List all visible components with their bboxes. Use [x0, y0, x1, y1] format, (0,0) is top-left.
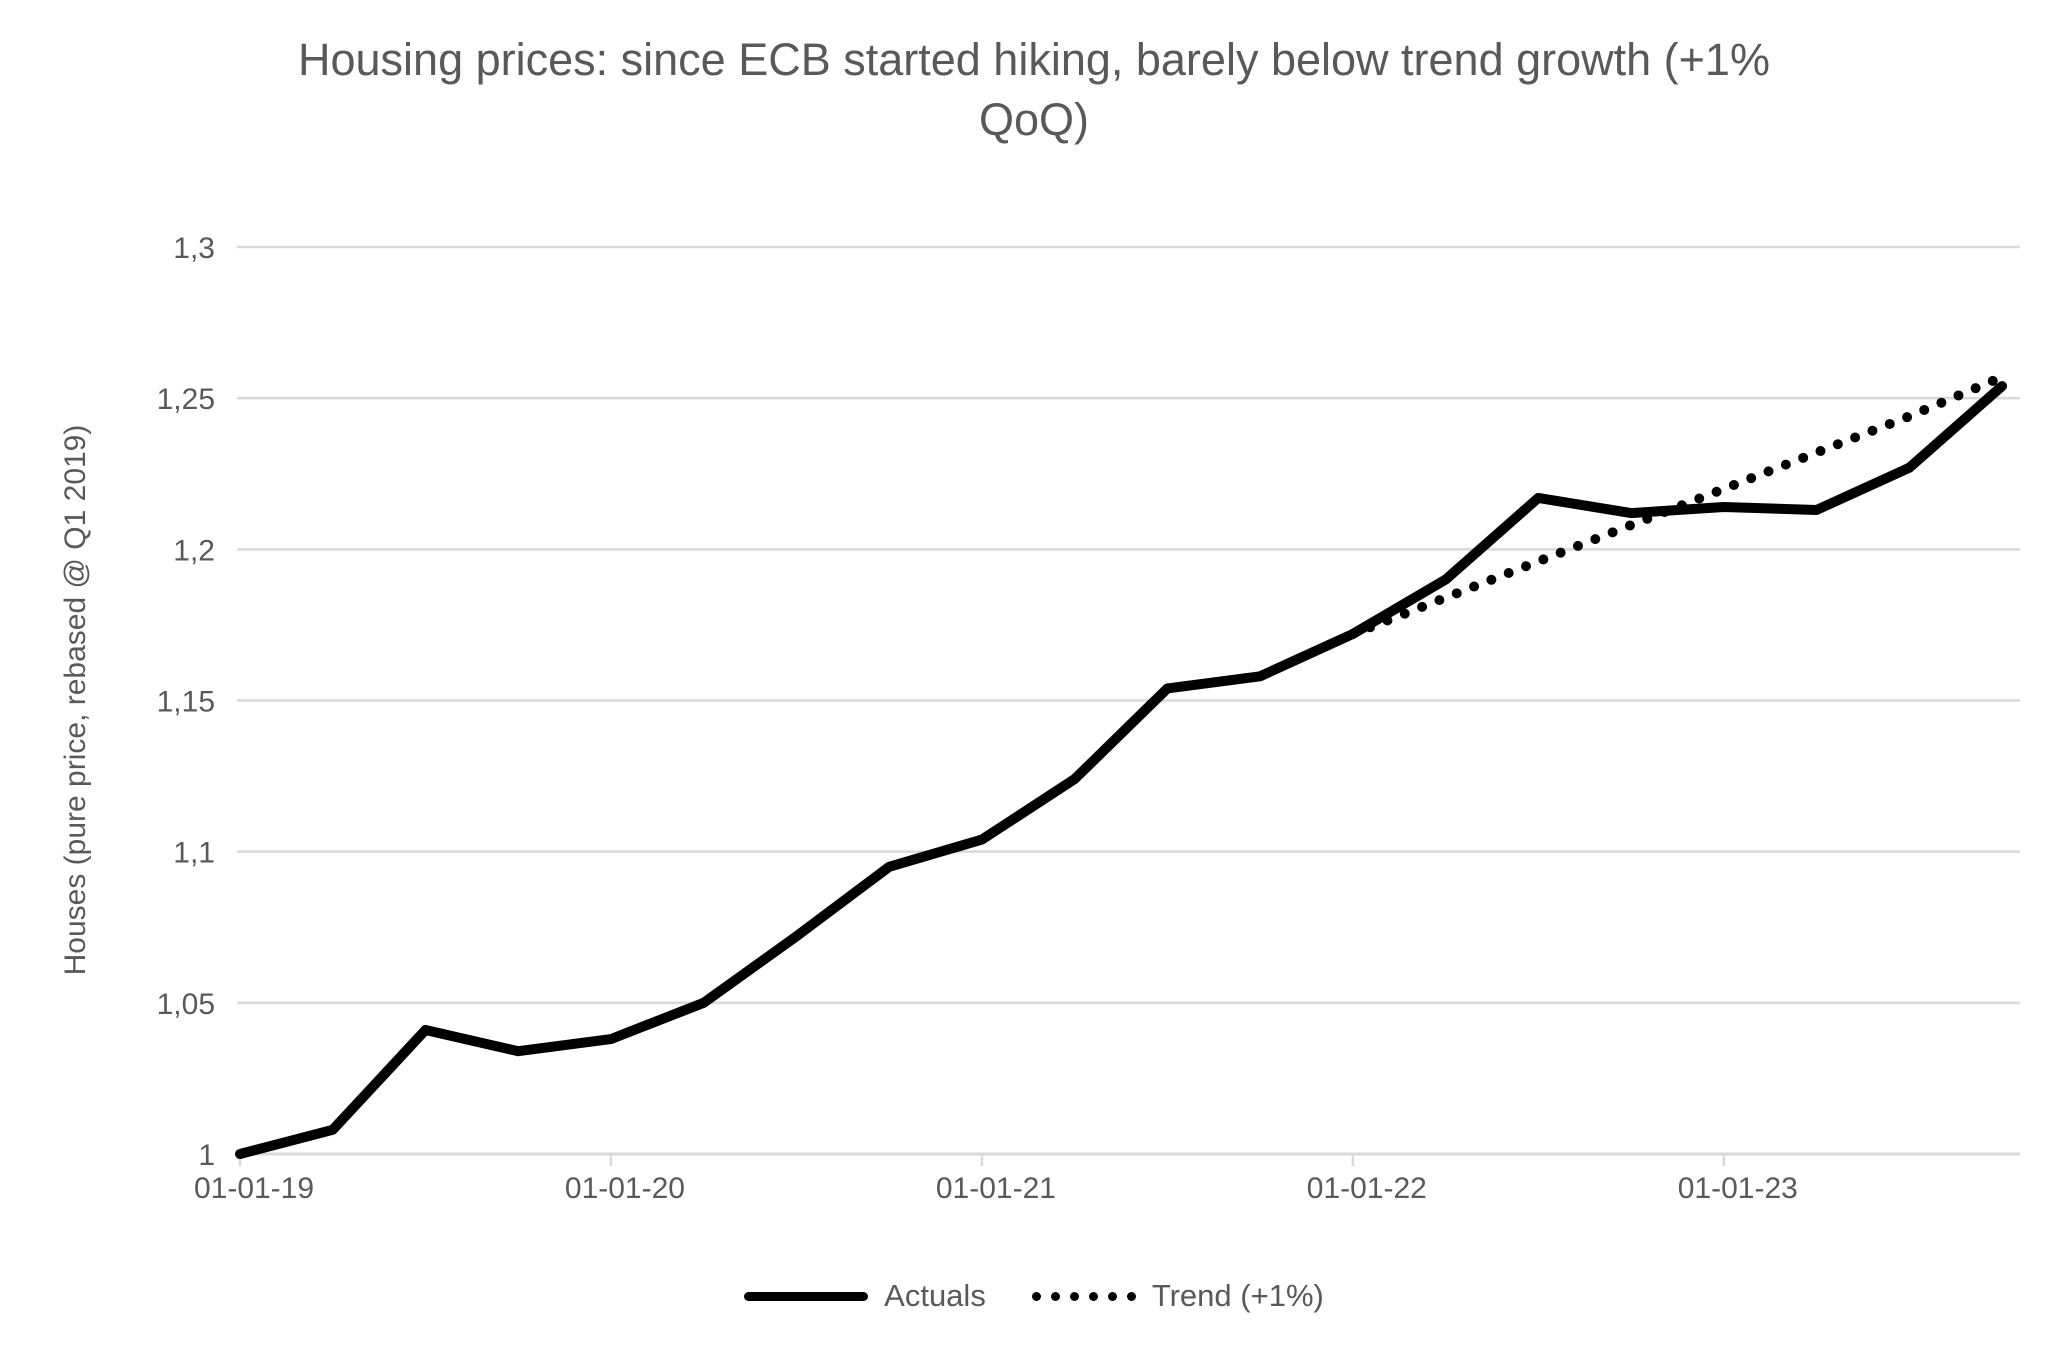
series-actuals [235, 381, 2007, 1159]
y-axis-title: Houses (pure price, rebased @ Q1 2019) [59, 425, 92, 976]
actuals-line-swatch-icon [744, 1291, 869, 1301]
y-tick-label: 1,15 [157, 686, 215, 719]
data-series [235, 372, 2007, 1159]
legend-item-actuals: Actuals [744, 1278, 986, 1314]
y-tick-label: 1,2 [173, 534, 215, 567]
trend-dotted-swatch-icon [1031, 1291, 1136, 1301]
series-trend-1 [1347, 372, 2007, 639]
y-tick-label: 1,1 [173, 837, 215, 870]
legend-actuals-label: Actuals [884, 1278, 986, 1313]
y-tick-label: 1,05 [157, 988, 215, 1021]
x-tick-label: 01-01-19 [194, 1172, 314, 1205]
x-axis [237, 1152, 2020, 1166]
y-tick-label: 1,3 [173, 232, 215, 265]
gridlines [237, 245, 2020, 1156]
y-tick-label: 1,25 [157, 383, 215, 416]
legend-item-trend: Trend (+1%) [1031, 1278, 1324, 1314]
chart-title: Housing prices: since ECB started hiking… [298, 34, 1770, 145]
legend-trend-label: Trend (+1%) [1151, 1278, 1324, 1313]
x-tick-label: 01-01-20 [565, 1172, 685, 1205]
x-tick-label: 01-01-21 [936, 1172, 1056, 1205]
y-tick-label: 1 [198, 1139, 215, 1172]
x-tick-label: 01-01-22 [1307, 1172, 1427, 1205]
x-axis-tick-labels: 01-01-19 01-01-20 01-01-21 01-01-22 01-01-23 [194, 1172, 1798, 1205]
x-tick-label: 01-01-23 [1678, 1172, 1798, 1205]
y-axis-tick-labels: 1 1,05 1,1 1,15 1,2 1,25 1,3 [157, 232, 215, 1172]
legend: Actuals Trend (+1%) [0, 1278, 2068, 1314]
